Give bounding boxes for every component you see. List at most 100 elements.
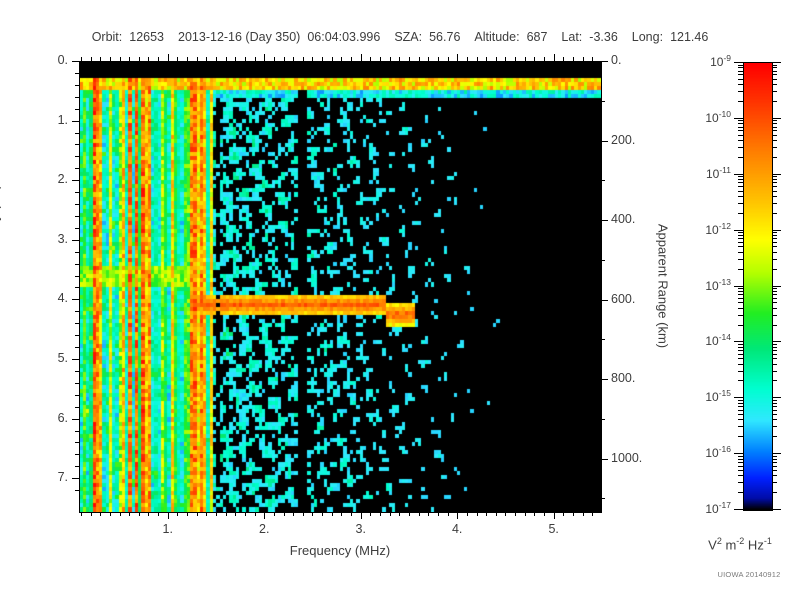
x-axis-top-tick — [592, 57, 594, 61]
x-axis-minor-tick — [447, 512, 449, 516]
x-axis-minor-tick — [138, 512, 140, 516]
x-axis-top-tick — [408, 57, 410, 61]
colorbar-minor-tick — [738, 186, 743, 188]
colorbar-minor-tick — [738, 84, 743, 86]
altitude-value: 687 — [526, 30, 548, 44]
x-axis-top-tick — [244, 57, 246, 61]
y2-axis-minor-tick — [601, 259, 605, 261]
x-axis-top-tick — [129, 57, 131, 61]
colorbar-major-tick — [772, 62, 781, 63]
x-axis-top-tick — [341, 57, 343, 61]
x-axis-top-tick — [524, 57, 526, 61]
colorbar-minor-tick — [738, 232, 743, 234]
x-axis-top-tick — [370, 57, 372, 61]
colorbar-minor-tick — [738, 370, 743, 372]
colorbar-minor-tick — [772, 84, 777, 86]
colorbar-major-tick — [734, 117, 743, 119]
colorbar-major-tick — [772, 453, 781, 455]
colorbar-mantissa: 10 — [705, 166, 720, 181]
colorbar-major-tick — [734, 229, 743, 231]
colorbar-minor-tick — [772, 465, 777, 467]
colorbar-exponent: -11 — [719, 164, 731, 175]
unit-v-exp: 2 — [716, 536, 722, 546]
colorbar-minor-tick — [738, 258, 743, 260]
colorbar-major-tick — [734, 173, 743, 175]
colorbar-exponent: -15 — [718, 388, 731, 399]
x-axis-minor-tick — [109, 512, 111, 516]
x-axis-minor-tick — [158, 512, 160, 516]
y-axis-title-apparent-range: Apparent Range (km) — [655, 223, 671, 349]
colorbar-minor-tick — [738, 324, 743, 326]
colorbar-mantissa: 10 — [705, 334, 719, 349]
y-axis-major-tick — [72, 120, 79, 122]
colorbar-minor-tick — [738, 363, 743, 365]
x-axis-top-tick — [563, 57, 565, 61]
colorbar-minor-tick — [772, 134, 777, 136]
x-axis-minor-tick — [486, 512, 488, 516]
x-axis-tick-label-0: 1. — [162, 522, 173, 536]
x-axis-minor-tick — [129, 512, 131, 516]
x-axis-minor-tick — [225, 512, 227, 516]
x-axis-top-tick — [196, 57, 198, 61]
x-axis-top-tick — [177, 57, 179, 61]
colorbar-minor-tick — [738, 409, 743, 411]
x-axis-top-tick — [418, 57, 420, 61]
colorbar-major-tick — [772, 173, 781, 175]
colorbar-minor-tick — [772, 186, 777, 188]
colorbar-minor-tick — [772, 202, 777, 204]
colorbar-minor-tick — [772, 353, 777, 355]
colorbar-mantissa: 10 — [705, 502, 719, 516]
x-axis-major-tick — [553, 512, 555, 519]
colorbar-minor-tick — [772, 426, 777, 428]
x-axis-minor-tick — [389, 512, 391, 516]
colorbar-minor-tick — [772, 242, 777, 244]
colorbar-mantissa: 10 — [710, 55, 724, 69]
y-axis-major-tick — [72, 299, 79, 301]
x-axis-minor-tick — [273, 512, 275, 516]
colorbar-minor-tick — [772, 363, 777, 365]
colorbar-minor-tick — [738, 147, 743, 149]
colorbar-major-tick — [772, 117, 781, 119]
y-axis-minor-tick — [75, 323, 79, 325]
x-axis-top-tick — [515, 57, 517, 61]
colorbar-exponent: -17 — [718, 500, 731, 510]
y-axis-tick-label-6: 6. — [57, 410, 68, 425]
y2-axis-major-tick — [601, 299, 608, 301]
x-axis-minor-tick — [351, 512, 353, 516]
x-axis-minor-tick — [495, 512, 497, 516]
x-axis-top-tick — [505, 57, 507, 61]
y2-axis-minor-tick — [601, 100, 605, 102]
colorbar-minor-tick — [772, 409, 777, 411]
x-axis-top-tick — [534, 57, 536, 61]
colorbar-minor-tick — [772, 120, 777, 122]
x-axis-top-tick — [457, 54, 459, 61]
x-axis-minor-tick — [196, 512, 198, 516]
x-axis-top-tick — [447, 57, 449, 61]
x-axis-minor-tick — [428, 512, 430, 516]
y2-axis-minor-tick — [601, 180, 605, 182]
colorbar-minor-tick — [772, 380, 777, 382]
x-axis-top-tick — [119, 57, 121, 61]
y2-axis-major-tick — [601, 458, 608, 460]
y2-axis-minor-tick — [601, 418, 605, 420]
x-axis-minor-tick — [341, 512, 343, 516]
x-axis-top-tick — [389, 57, 391, 61]
y-axis-minor-tick — [75, 168, 79, 170]
x-axis-top-tick — [331, 57, 333, 61]
y-axis-minor-tick — [75, 227, 79, 229]
colorbar-minor-tick — [772, 492, 777, 494]
x-axis-minor-tick — [563, 512, 565, 516]
observation-header: Orbit: 12653 2013-12-16 (Day 350) 06:04:03.… — [0, 30, 800, 44]
x-axis-top-tick — [206, 57, 208, 61]
colorbar-major-tick — [772, 397, 781, 399]
colorbar-major-tick — [772, 285, 781, 287]
x-axis-major-tick — [360, 512, 362, 519]
y-axis-tick-label-7: 7. — [57, 470, 68, 485]
colorbar-minor-tick — [738, 492, 743, 494]
colorbar-minor-tick — [772, 176, 777, 178]
colorbar-major-tick — [772, 341, 781, 343]
colorbar-minor-tick — [772, 246, 777, 248]
colorbar-minor-tick — [772, 294, 777, 296]
colorbar-minor-tick — [772, 297, 777, 299]
x-axis-minor-tick — [380, 512, 382, 516]
